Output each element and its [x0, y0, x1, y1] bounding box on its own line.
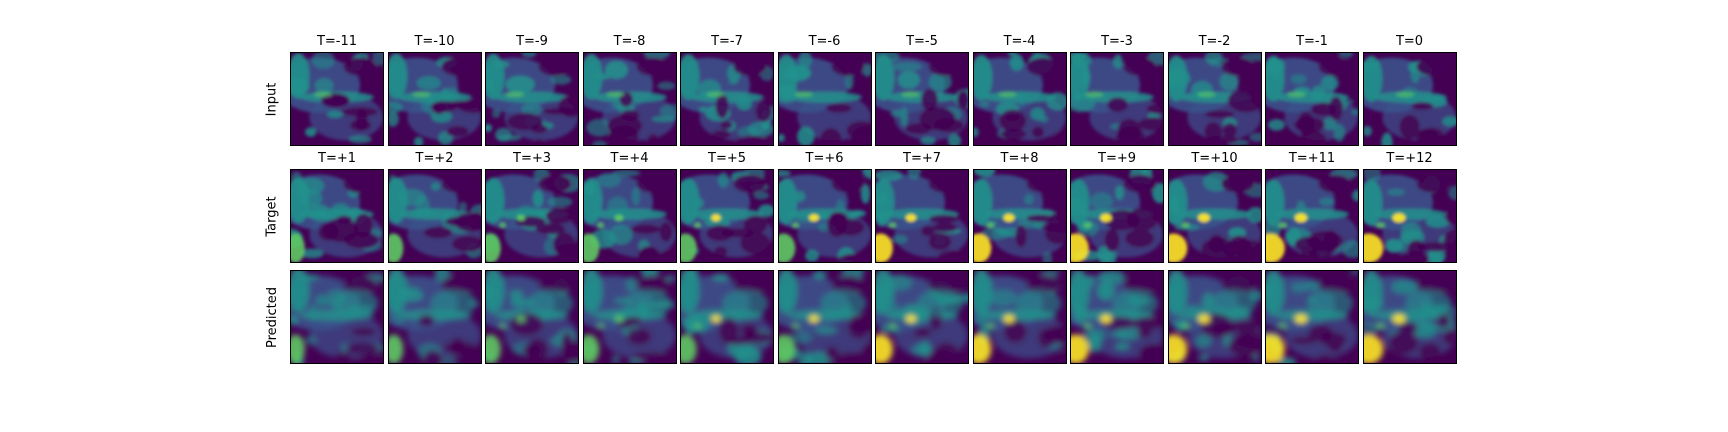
field-panel-input — [582, 52, 677, 146]
field-panel-predicted — [485, 270, 579, 364]
panel-title: T=-3 — [1101, 34, 1133, 49]
panel-title: T=+5 — [708, 151, 746, 166]
field-panel-predicted — [1167, 270, 1262, 364]
field-panel-input — [1265, 52, 1359, 146]
field-panel-target — [485, 169, 579, 263]
field-panel-input — [972, 52, 1067, 146]
field-panel-target — [972, 169, 1067, 263]
panel-title: T=+4 — [610, 151, 649, 166]
field-panel-predicted — [680, 270, 774, 364]
panel-title: T=-5 — [906, 34, 938, 49]
panel-title: T=-6 — [808, 34, 841, 49]
panel-title: T=+9 — [1098, 151, 1136, 166]
field-panel-target — [1167, 169, 1262, 263]
field-panel-target — [290, 169, 384, 263]
field-panel-predicted — [1265, 270, 1359, 364]
panel-title: T=-9 — [516, 34, 548, 49]
row-label-input: Input — [264, 82, 280, 116]
panel-title: T=+1 — [318, 151, 356, 166]
field-panel-target — [777, 169, 872, 263]
field-panel-predicted — [972, 270, 1067, 364]
field-panel-predicted — [582, 270, 677, 364]
panel-title: T=+11 — [1288, 151, 1336, 166]
field-panel-input — [1362, 52, 1457, 146]
panel-title: T=+12 — [1386, 151, 1433, 166]
field-panel-input — [290, 52, 384, 146]
field-panel-target — [1362, 169, 1457, 263]
panel-title: T=+10 — [1191, 151, 1238, 166]
panel-title: T=-2 — [1198, 34, 1231, 49]
field-panel-predicted — [777, 270, 872, 364]
panel-title: T=+8 — [1000, 151, 1039, 166]
field-panel-predicted — [1362, 270, 1457, 364]
panel-title: T=-10 — [414, 34, 455, 49]
panel-title: T=-11 — [316, 34, 358, 49]
panel-title: T=+6 — [805, 151, 844, 166]
panel-title: T=+7 — [903, 151, 941, 166]
field-panel-input — [875, 52, 969, 146]
field-panel-input — [485, 52, 579, 146]
row-label-target: Target — [264, 195, 280, 237]
field-panel-target — [1265, 169, 1359, 263]
panel-title: T=+2 — [415, 151, 454, 166]
field-panel-input — [387, 52, 482, 146]
panel-title: T=+3 — [513, 151, 551, 166]
field-panel-target — [1070, 169, 1164, 263]
field-panel-input — [1167, 52, 1262, 146]
field-panel-input — [1070, 52, 1164, 146]
row-label-predicted: Predicted — [264, 286, 280, 348]
field-panel-target — [680, 169, 774, 263]
field-panel-target — [875, 169, 969, 263]
field-panel-predicted — [290, 270, 384, 364]
panel-title: T=-8 — [613, 34, 646, 49]
panel-title: T=-4 — [1003, 34, 1036, 49]
field-panel-target — [582, 169, 677, 263]
field-panel-input — [777, 52, 872, 146]
field-panel-predicted — [387, 270, 482, 364]
field-panel-target — [387, 169, 482, 263]
field-panel-input — [680, 52, 774, 146]
panel-title: T=0 — [1395, 34, 1424, 49]
field-panel-predicted — [1070, 270, 1164, 364]
panel-title: T=-7 — [711, 34, 743, 49]
panel-title: T=-1 — [1296, 34, 1328, 49]
field-panel-predicted — [875, 270, 969, 364]
